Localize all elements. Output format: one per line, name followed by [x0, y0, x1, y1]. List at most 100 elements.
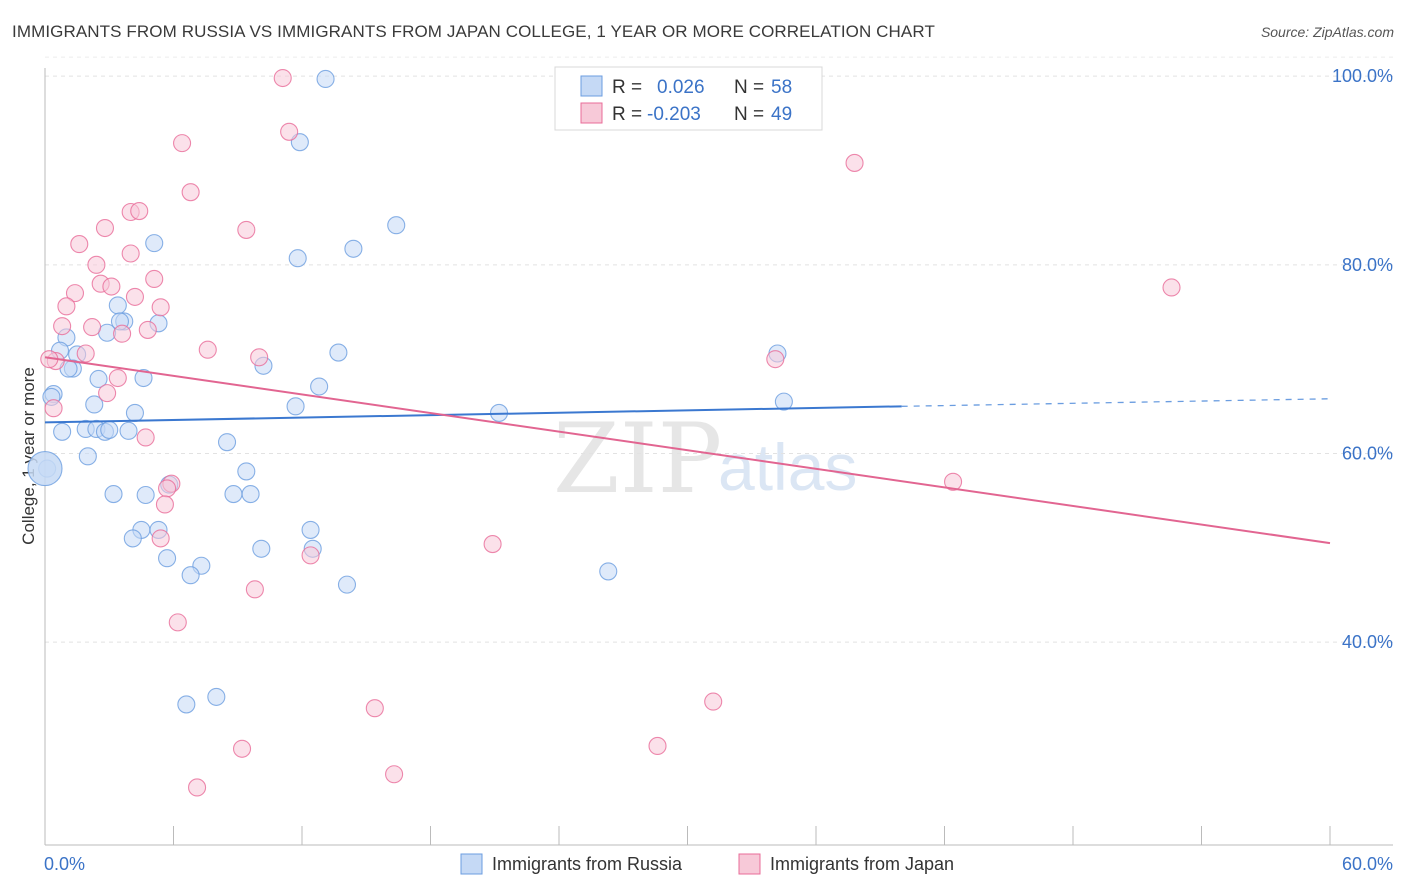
gridlines	[45, 56, 1393, 643]
japan-point	[766, 350, 785, 369]
trend-line-russia	[44, 405, 902, 424]
russia-point	[145, 234, 164, 253]
japan-point	[130, 202, 149, 221]
japan-point	[168, 613, 187, 632]
russia-point	[85, 395, 104, 414]
russia-point	[316, 69, 335, 89]
trend-line-japan	[44, 356, 1331, 545]
japan-point	[845, 153, 864, 172]
russia-point	[774, 392, 793, 411]
japan-point	[83, 318, 102, 337]
series-japan-points	[40, 68, 1181, 797]
japan-point	[245, 580, 264, 599]
japan-point	[385, 765, 404, 784]
legend-swatch-japan	[580, 102, 603, 124]
correlation-legend: R = 0.026 N = 58 R = -0.203 N = 49	[554, 66, 823, 131]
russia-point	[123, 529, 142, 548]
russia-point	[207, 687, 226, 706]
japan-point	[173, 134, 192, 153]
russia-point	[158, 549, 177, 568]
japan-point	[198, 340, 217, 359]
russia-point	[329, 343, 348, 362]
russia-point	[100, 420, 119, 439]
russia-point	[134, 368, 153, 388]
legend-n-value-japan: 49	[771, 104, 792, 125]
russia-point	[217, 433, 237, 452]
y-axis-title: College, 1 year or more	[19, 367, 38, 545]
russia-point	[125, 403, 144, 422]
japan-point	[57, 297, 76, 316]
russia-point	[78, 447, 97, 466]
russia-point	[337, 575, 357, 594]
japan-point	[273, 68, 292, 88]
japan-point	[483, 535, 502, 554]
bottom-legend-label-japan: Immigrants from Japan	[770, 854, 954, 874]
russia-point	[387, 216, 406, 235]
legend-r-value-russia: 0.026	[657, 77, 705, 98]
japan-point	[301, 546, 320, 565]
japan-point	[102, 277, 121, 296]
russia-point	[301, 520, 320, 539]
japan-point	[155, 495, 174, 514]
russia-point	[136, 485, 155, 505]
legend-n-label-japan: N =	[734, 104, 764, 125]
legend-r-label-russia: R =	[612, 77, 642, 98]
japan-point	[138, 320, 157, 339]
japan-point	[158, 479, 177, 498]
japan-point	[704, 692, 723, 711]
y-tick-label: 60.0%	[1342, 444, 1393, 464]
russia-point	[108, 296, 127, 315]
japan-point	[145, 269, 164, 289]
japan-point	[108, 368, 127, 388]
series-legend: Immigrants from Russia Immigrants from J…	[460, 853, 954, 875]
russia-point	[310, 377, 329, 396]
japan-point	[76, 344, 95, 363]
japan-point	[237, 220, 256, 239]
bottom-legend-swatch-japan	[738, 853, 761, 875]
russia-point	[252, 539, 271, 558]
russia-point	[53, 422, 72, 441]
legend-r-value-japan: -0.203	[647, 104, 701, 125]
bottom-legend-swatch-russia	[460, 853, 483, 875]
japan-point	[136, 428, 155, 447]
legend-swatch-russia	[580, 75, 603, 97]
russia-point	[104, 485, 123, 504]
japan-point	[151, 298, 170, 317]
legend-r-label-japan: R =	[612, 104, 642, 125]
series-russia-points	[27, 69, 793, 714]
russia-point	[27, 451, 63, 487]
japan-point	[65, 284, 85, 303]
legend-n-label-russia: N =	[734, 77, 764, 98]
russia-point	[181, 566, 200, 585]
russia-point	[224, 485, 243, 504]
y-tick-label: 80.0%	[1342, 255, 1393, 275]
japan-point	[280, 122, 299, 141]
japan-point	[232, 739, 252, 758]
watermark-zip: ZIP	[553, 403, 722, 515]
source-attribution: Source: ZipAtlas.com	[1260, 24, 1394, 40]
russia-point	[237, 462, 256, 481]
russia-point	[241, 485, 260, 504]
japan-point	[188, 778, 207, 797]
russia-point	[344, 239, 363, 258]
y-tick-label: 100.0%	[1332, 66, 1393, 86]
x-tick-label-right: 60.0%	[1342, 854, 1393, 874]
japan-point	[125, 287, 144, 306]
russia-point	[288, 249, 307, 268]
japan-point	[70, 235, 89, 254]
japan-point	[98, 384, 117, 403]
y-tick-label: 40.0%	[1342, 632, 1393, 652]
x-tick-label-left: 0.0%	[44, 854, 85, 874]
y-tick-labels: 40.0% 60.0% 80.0% 100.0%	[1332, 66, 1393, 652]
bottom-legend-label-russia: Immigrants from Russia	[492, 854, 683, 874]
russia-point	[177, 695, 196, 714]
japan-point	[121, 244, 140, 263]
legend-n-value-russia: 58	[771, 77, 792, 98]
japan-point	[113, 324, 132, 343]
japan-point	[944, 472, 963, 491]
russia-point	[286, 397, 305, 416]
japan-point	[44, 399, 63, 418]
trend-line-russia-extension	[901, 398, 1331, 407]
watermark-atlas: atlas	[718, 430, 857, 504]
